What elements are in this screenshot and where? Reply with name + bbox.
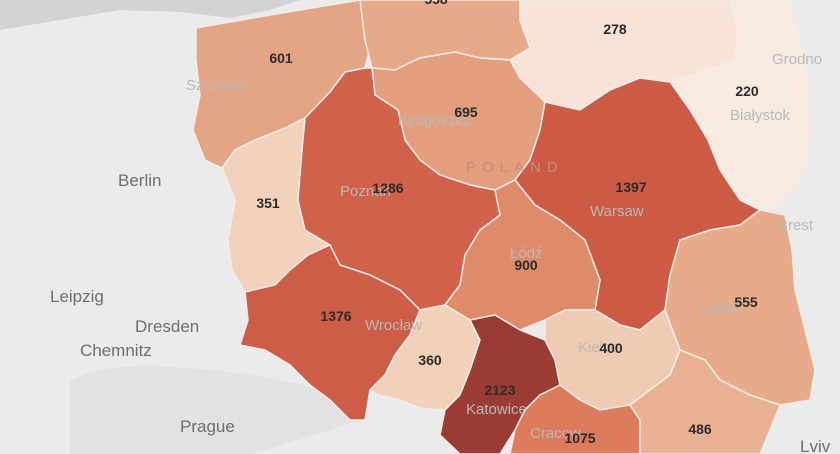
city-label-szczecin: Szczecin	[186, 77, 246, 94]
region-value-zachodniopomorskie: 601	[269, 50, 293, 66]
region-value-dolnoslaskie: 1376	[320, 308, 351, 324]
city-label-dresden: Dresden	[135, 317, 199, 336]
city-label-warsaw: Warsaw	[590, 203, 644, 220]
region-podkarpackie[interactable]	[628, 349, 781, 454]
region-value-pomorskie: 558	[424, 0, 448, 7]
region-value-malopolskie: 1075	[564, 430, 595, 446]
region-value-warminsko-mazurskie: 278	[603, 21, 627, 37]
city-label-bialystok: Białystok	[730, 107, 791, 124]
city-label-lviv: Lviv	[800, 437, 831, 454]
region-value-wielkopolskie: 1286	[372, 180, 403, 196]
baltic-sea	[0, 0, 300, 30]
region-value-slaskie: 2123	[484, 382, 515, 398]
region-value-kujawsko-pomorskie: 695	[454, 104, 478, 120]
region-value-lubelskie: 555	[734, 294, 758, 310]
city-label-chemnitz: Chemnitz	[80, 341, 152, 360]
region-value-podkarpackie: 486	[688, 421, 712, 437]
region-value-mazowieckie: 1397	[615, 179, 646, 195]
city-label-kielce: Kielce	[578, 339, 619, 356]
region-value-swietokrzyskie: 400	[599, 340, 623, 356]
city-label-prague: Prague	[180, 417, 235, 436]
city-label-leipzig: Leipzig	[50, 287, 104, 306]
czech-area	[70, 365, 360, 454]
region-value-podlaskie: 220	[735, 83, 759, 99]
city-label-lublin: Lublin	[700, 300, 740, 317]
city-label-poznan: Poznań	[340, 183, 391, 200]
city-label-berlin: Berlin	[118, 171, 161, 190]
region-value-lubuskie: 351	[256, 195, 280, 211]
region-lodzkie[interactable]	[443, 179, 601, 331]
city-label-bydgoszcz: Bydgoszcz	[398, 112, 471, 129]
region-value-lodzkie: 900	[514, 257, 538, 273]
city-label-lodz: Łódź	[510, 245, 543, 262]
city-label-brest: Brest	[778, 217, 814, 234]
city-label-wroclaw: Wrocław	[365, 317, 422, 334]
city-label-krakow: Cracow	[530, 425, 581, 442]
country-label: POLAND	[466, 159, 564, 176]
city-label-katowice: Katowice	[466, 401, 527, 418]
region-value-opolskie: 360	[418, 352, 442, 368]
city-label-grodno: Grodno	[772, 51, 822, 68]
